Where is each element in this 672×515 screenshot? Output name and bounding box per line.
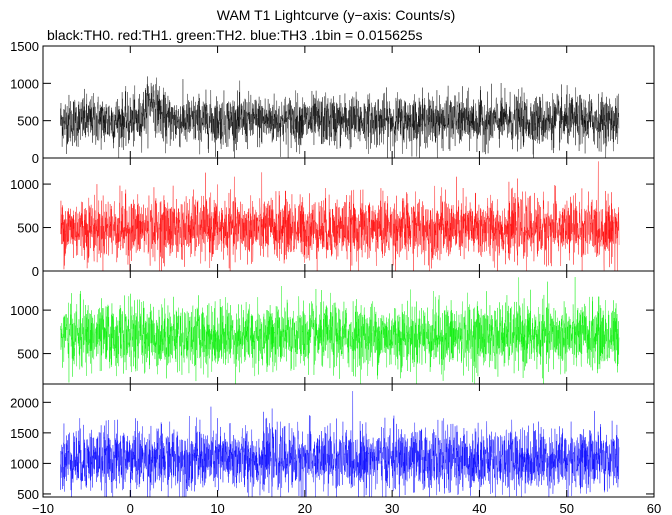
y-tick-label: 2000 <box>10 395 39 410</box>
y-tick-label: 500 <box>17 487 39 502</box>
chart-subtitle: black:TH0. red:TH1. green:TH2. blue:TH3 … <box>47 27 423 43</box>
y-tick-label: 1000 <box>10 303 39 318</box>
y-tick-label: 500 <box>17 114 39 129</box>
x-tick-label: 0 <box>127 501 134 515</box>
panel-frame <box>42 383 655 498</box>
y-tick-label: 0 <box>32 151 39 166</box>
y-tick-label: 500 <box>17 347 39 362</box>
panel-th0: 0 500 1000 1500 <box>10 39 655 166</box>
y-tick-label: 1000 <box>10 177 39 192</box>
panel-th2: 500 1000 <box>10 270 655 385</box>
x-tick-label: 60 <box>647 501 661 515</box>
series-line-th0 <box>60 76 620 159</box>
x-tick-label: 10 <box>210 501 224 515</box>
y-tick-label: 1500 <box>10 426 39 441</box>
y-tick-label: 500 <box>17 221 39 236</box>
x-tick-label: 30 <box>385 501 399 515</box>
y-tick-label: 1500 <box>10 39 39 54</box>
panel-th1: 0 500 1000 <box>10 157 655 279</box>
chart-title: WAM T1 Lightcurve (y−axis: Counts/s) <box>216 7 456 23</box>
series-line-th3 <box>60 391 620 498</box>
x-tick-label: 50 <box>559 501 573 515</box>
y-tick-label: 0 <box>32 264 39 279</box>
panel-th3: 500 1000 1500 2000 <box>10 383 655 502</box>
x-tick-label: −10 <box>32 501 54 515</box>
series-line-th1 <box>60 161 620 272</box>
y-tick-label: 1000 <box>10 456 39 471</box>
x-tick-label: 20 <box>298 501 312 515</box>
series-line-th2 <box>60 277 620 385</box>
x-tick-label: 40 <box>472 501 486 515</box>
y-tick-label: 1000 <box>10 76 39 91</box>
